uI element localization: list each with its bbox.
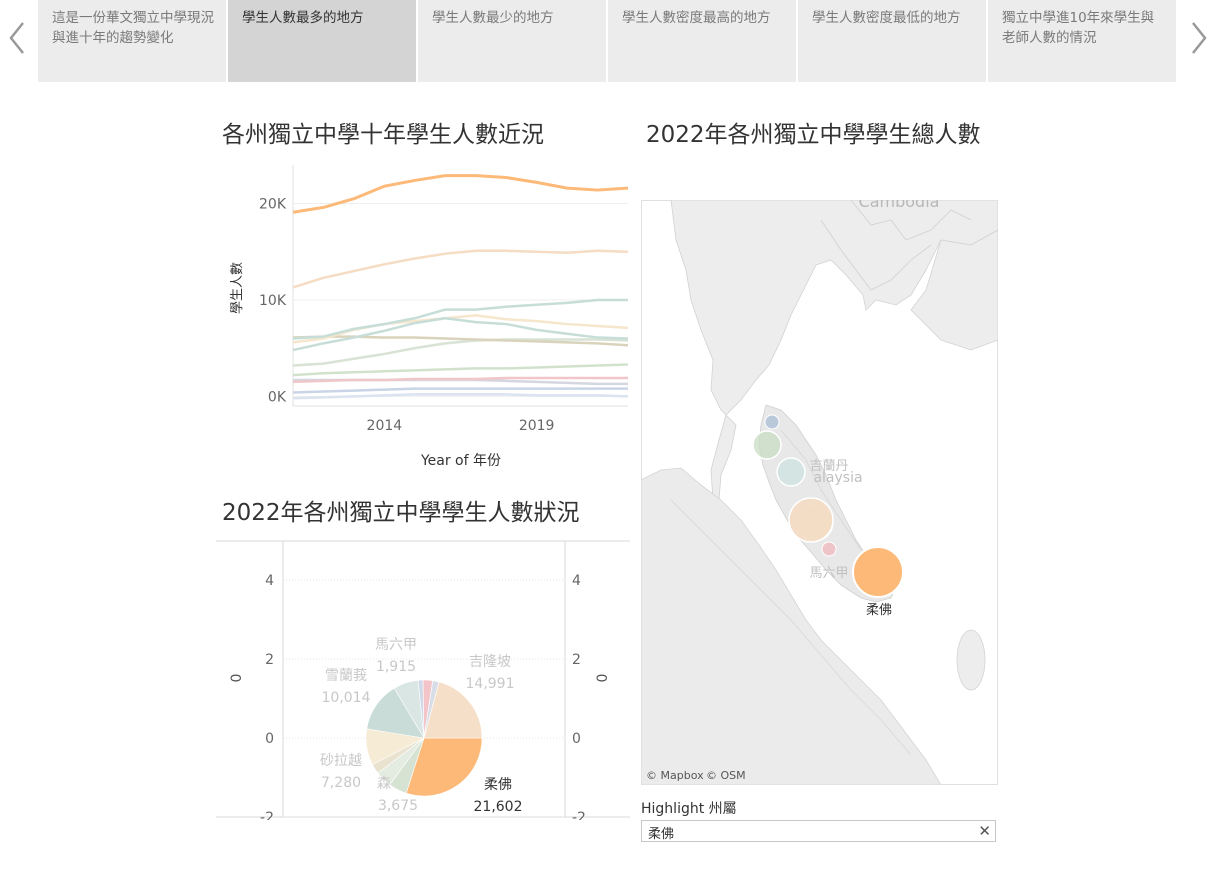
map-border-mainland — [850, 200, 972, 241]
line-chart-series[interactable] — [292, 174, 629, 400]
highlight-input[interactable]: 柔佛 ✕ — [641, 820, 996, 842]
line-series-6[interactable] — [292, 338, 629, 367]
map-label-cambodia: Cambodia — [859, 200, 940, 211]
map-attribution-mapbox[interactable]: © Mapbox — [646, 769, 704, 782]
map-title: 2022年各州獨立中學學生總人數 — [646, 122, 981, 148]
pie-slices[interactable] — [365, 679, 483, 797]
pie-label-selangor-name: 雪蘭莪 — [325, 668, 367, 684]
tab-ten-year-teachers[interactable]: 獨立中學進10年來學生與老師人數的情況 — [988, 0, 1176, 82]
pie-left-y-tick: -2 — [260, 810, 274, 820]
line-chart-x-ticks: 2014 2019 — [367, 418, 555, 434]
pie-left-y-ticks: 4 2 0 -2 — [260, 573, 274, 820]
line-chart-y-ticks: 0K 10K 20K — [259, 197, 287, 406]
line-series-1[interactable] — [292, 249, 629, 289]
line-series-10[interactable] — [292, 387, 628, 394]
map-land-vietnam — [910, 229, 998, 351]
pie-label-johor-value: 21,602 — [474, 799, 523, 815]
previous-story-button[interactable] — [2, 14, 32, 62]
pie-slice-0[interactable] — [405, 737, 483, 797]
line-series-7[interactable] — [292, 363, 629, 377]
chevron-right-icon — [1192, 22, 1207, 54]
pie-label-negeri-name: 森 — [377, 776, 391, 792]
line-chart-y-tick: 0K — [268, 389, 287, 405]
line-chart-y-axis-label: 學生人數 — [230, 262, 245, 314]
pie-label-sarawak-name: 砂拉越 — [320, 753, 362, 769]
pie-right-axis-label: 0 — [595, 674, 611, 683]
pie-right-y-tick: -2 — [572, 810, 586, 820]
pie-right-y-tick: 2 — [572, 652, 581, 668]
pie-chart-title: 2022年各州獨立中學學生人數狀況 — [222, 500, 580, 526]
map-label-johor: 柔佛 — [866, 603, 892, 618]
line-series-0[interactable] — [292, 174, 629, 214]
map-label-melaka: 馬六甲 — [809, 566, 848, 581]
line-chart-title: 各州獨立中學十年學生人數近況 — [222, 122, 544, 148]
chevron-left-icon — [9, 22, 24, 54]
line-series-11[interactable] — [292, 393, 629, 400]
pie-label-kl-name: 吉隆坡 — [469, 654, 511, 670]
line-chart-x-tick: 2019 — [519, 418, 555, 434]
line-chart-y-tick: 20K — [259, 197, 287, 213]
tab-overview[interactable]: 這是一份華文獨立中學現況與進十年的趨勢變化 — [38, 0, 226, 82]
close-icon[interactable]: ✕ — [978, 822, 991, 840]
map-border-thailand — [820, 219, 932, 291]
pie-right-y-ticks: 4 2 0 -2 — [572, 573, 586, 820]
line-chart-x-axis-label: Year of 年份 — [420, 453, 501, 469]
tab-lowest-density[interactable]: 學生人數密度最低的地方 — [798, 0, 986, 82]
map-border-peninsula — [780, 429, 862, 551]
line-chart-y-tick: 10K — [259, 293, 287, 309]
highlight-label: Highlight 州屬 — [641, 801, 737, 817]
pie-label-johor-name: 柔佛 — [484, 777, 512, 793]
pie-left-y-tick: 4 — [265, 573, 274, 589]
map-land-sumatra — [641, 467, 942, 785]
story-tabs: 這是一份華文獨立中學現況與進十年的趨勢變化 學生人數最多的地方 學生人數最少的地… — [38, 0, 1178, 82]
pie-chart[interactable]: 4 2 0 -2 4 2 0 -2 0 0 馬六甲 1,915 吉隆坡 14,991 雪蘭莪… — [216, 540, 630, 820]
pie-label-selangor-value: 10,014 — [322, 690, 371, 706]
pie-label-melaka-name: 馬六甲 — [375, 637, 417, 653]
map-bubble-perlis[interactable] — [764, 414, 780, 430]
pie-right-y-tick: 0 — [572, 731, 581, 747]
pie-labels: 馬六甲 1,915 吉隆坡 14,991 雪蘭莪 10,014 砂拉越 7,28… — [320, 637, 523, 815]
map-bubble-kelantan[interactable] — [776, 457, 806, 487]
pie-label-melaka-value: 1,915 — [376, 659, 416, 675]
pie-label-negeri-value: 3,675 — [378, 798, 418, 814]
tab-least-students[interactable]: 學生人數最少的地方 — [418, 0, 606, 82]
map-border-sumatra — [670, 499, 912, 756]
map-bubble-melaka[interactable] — [821, 541, 837, 557]
line-series-2[interactable] — [292, 298, 628, 340]
line-series-3[interactable] — [292, 317, 629, 352]
line-series-5[interactable] — [292, 335, 629, 347]
map-bubble-johor[interactable] — [852, 546, 904, 598]
state-student-map[interactable]: Cambodia 吉蘭丹 alaysia 馬六甲 柔佛 © Mapbox © O… — [641, 200, 998, 785]
pie-left-axis-label: 0 — [229, 674, 245, 683]
pie-right-y-tick: 4 — [572, 573, 581, 589]
pie-slice-10[interactable] — [423, 681, 483, 739]
pie-left-y-tick: 2 — [265, 652, 274, 668]
map-label-malaysia: alaysia — [813, 470, 862, 486]
map-land-island — [956, 629, 986, 691]
map-bubble-kedah[interactable] — [752, 430, 782, 460]
tab-highest-density[interactable]: 學生人數密度最高的地方 — [608, 0, 796, 82]
pie-label-kl-value: 14,991 — [466, 676, 515, 692]
tab-most-students[interactable]: 學生人數最多的地方 — [228, 0, 416, 82]
line-chart[interactable]: 0K 10K 20K 2014 2019 學生人數 Year of 年份 — [222, 160, 632, 480]
map-label-kelantan: 吉蘭丹 — [809, 458, 848, 474]
map-attribution-osm[interactable]: © OSM — [706, 769, 746, 782]
map-bubble-kuala-lumpur[interactable] — [788, 497, 834, 543]
next-story-button[interactable] — [1184, 14, 1214, 62]
pie-label-sarawak-value: 7,280 — [321, 775, 361, 791]
line-chart-x-tick: 2014 — [367, 418, 403, 434]
highlight-value: 柔佛 — [648, 827, 675, 842]
line-series-8[interactable] — [292, 376, 628, 384]
pie-left-y-tick: 0 — [265, 731, 274, 747]
